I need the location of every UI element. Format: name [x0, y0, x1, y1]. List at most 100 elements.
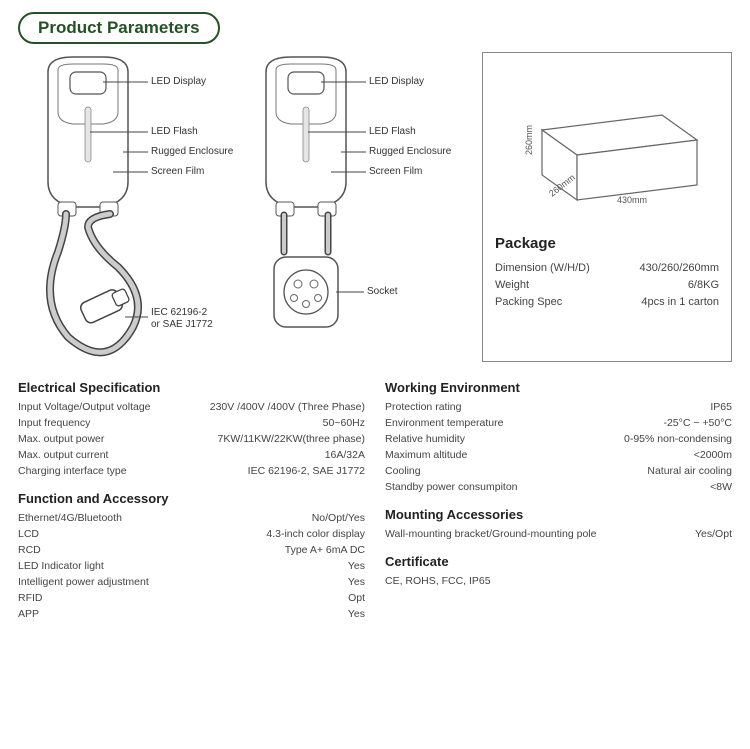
spec-value: 230V /400V /400V (Three Phase) — [210, 401, 365, 413]
spec-row: Ethernet/4G/Bluetooth No/Opt/Yes — [18, 512, 365, 524]
spec-value: 50~60Hz — [323, 417, 365, 429]
spec-section-title: Mounting Accessories — [385, 507, 732, 522]
spec-value: Yes — [348, 560, 365, 572]
spec-section: Electrical Specification Input Voltage/Ou… — [18, 380, 365, 477]
spec-value: Yes — [348, 608, 365, 620]
dim-w: 430mm — [617, 195, 647, 205]
spec-row: Max. output current 16A/32A — [18, 449, 365, 461]
spec-row: LED Indicator light Yes — [18, 560, 365, 572]
spec-value: IP65 — [710, 401, 732, 413]
package-row-value: 430/260/260mm — [640, 262, 720, 274]
spec-section-title: Function and Accessory — [18, 491, 365, 506]
spec-row: RFID Opt — [18, 592, 365, 604]
spec-value: Yes/Opt — [695, 528, 732, 540]
spec-label: Cooling — [385, 465, 639, 477]
spec-value: Natural air cooling — [647, 465, 732, 477]
callout-led-display-2: LED Display — [369, 76, 424, 87]
spec-section: Mounting Accessories Wall-mounting bracke… — [385, 507, 732, 540]
spec-section-title: Electrical Specification — [18, 380, 365, 395]
package-row-value: 4pcs in 1 carton — [641, 296, 719, 308]
spec-row: Charging interface type IEC 62196-2, SAE … — [18, 465, 365, 477]
page-title: Product Parameters — [18, 12, 220, 44]
spec-row: Intelligent power adjustmentYes — [18, 576, 365, 588]
spec-label: Charging interface type — [18, 465, 240, 477]
package-title: Package — [495, 235, 719, 252]
spec-row: RCD Type A+ 6mA DC — [18, 544, 365, 556]
spec-label: LCD — [18, 528, 258, 540]
spec-row: LCD 4.3-inch color display — [18, 528, 365, 540]
spec-value: <2000m — [694, 449, 732, 461]
spec-label: Wall-mounting bracket/Ground-mounting po… — [385, 528, 687, 540]
spec-value: No/Opt/Yes — [312, 512, 365, 524]
spec-label: Maximum altitude — [385, 449, 686, 461]
callout-led-display: LED Display — [151, 76, 206, 87]
package-row-label: Weight — [495, 279, 529, 291]
spec-label: RFID — [18, 592, 340, 604]
spec-columns: Electrical Specification Input Voltage/Ou… — [18, 380, 732, 634]
dim-h: 260mm — [524, 125, 534, 155]
charger-diagram-socket: LED Display LED Flash Rugged Enclosure S… — [236, 52, 446, 362]
callout-rugged: Rugged Enclosure — [151, 146, 233, 157]
callout-connector: IEC 62196-2or SAE J1772 — [151, 307, 213, 331]
spec-label: LED Indicator light — [18, 560, 340, 572]
spec-label: RCD — [18, 544, 277, 556]
spec-col-right: Working Environment Protection rating IP65… — [385, 380, 732, 634]
spec-label: Ethernet/4G/Bluetooth — [18, 512, 304, 524]
spec-row: Cooling Natural air cooling — [385, 465, 732, 477]
callout-led-flash: LED Flash — [151, 126, 198, 137]
spec-row: Wall-mounting bracket/Ground-mounting po… — [385, 528, 732, 540]
spec-row: Standby power consumpiton <8W — [385, 481, 732, 493]
spec-row: Input Voltage/Output voltage 230V /400V /… — [18, 401, 365, 413]
package-panel: 430mm 260mm 260mm Package Dimension (W/H… — [482, 52, 732, 362]
spec-label: Protection rating — [385, 401, 702, 413]
spec-value: IEC 62196-2, SAE J1772 — [248, 465, 365, 477]
spec-label: Relative humidity — [385, 433, 616, 445]
spec-label: Environment temperature — [385, 417, 655, 429]
charger-diagram-cable: LED Display LED Flash Rugged Enclosure S… — [18, 52, 228, 362]
spec-section-title: Certificate — [385, 554, 732, 569]
package-row-label: Dimension (W/H/D) — [495, 262, 590, 274]
spec-row: Environment temperature -25°C ~ +50°C — [385, 417, 732, 429]
top-row: LED Display LED Flash Rugged Enclosure S… — [18, 52, 732, 362]
spec-value: -25°C ~ +50°C — [663, 417, 732, 429]
spec-row: APP Yes — [18, 608, 365, 620]
spec-value: 7KW/11KW/22KW(three phase) — [218, 433, 365, 445]
spec-section-title: Working Environment — [385, 380, 732, 395]
spec-value: Yes — [348, 576, 365, 588]
spec-value: 0-95% non-condensing — [624, 433, 732, 445]
callout-screen-film: Screen Film — [151, 166, 204, 177]
callout-led-flash-2: LED Flash — [369, 126, 416, 137]
spec-section: Certificate CE, ROHS, FCC, IP65 — [385, 554, 732, 587]
spec-label: Input Voltage/Output voltage — [18, 401, 202, 413]
spec-label: Max. output current — [18, 449, 317, 461]
spec-row: Input frequency 50~60Hz — [18, 417, 365, 429]
callout-socket: Socket — [367, 286, 398, 297]
diagram-area: LED Display LED Flash Rugged Enclosure S… — [18, 52, 470, 362]
callout-rugged-2: Rugged Enclosure — [369, 146, 451, 157]
spec-label: APP — [18, 608, 340, 620]
spec-label: CE, ROHS, FCC, IP65 — [385, 575, 732, 587]
package-row: Weight 6/8KG — [495, 279, 719, 291]
package-row: Dimension (W/H/D) 430/260/260mm — [495, 262, 719, 274]
spec-value: Opt — [348, 592, 365, 604]
package-box-svg: 430mm 260mm 260mm — [502, 75, 712, 215]
package-row-value: 6/8KG — [688, 279, 719, 291]
spec-row: Protection rating IP65 — [385, 401, 732, 413]
spec-label: Standby power consumpiton — [385, 481, 702, 493]
spec-label: Input frequency — [18, 417, 315, 429]
spec-section: Working Environment Protection rating IP65… — [385, 380, 732, 493]
spec-value: 4.3-inch color display — [266, 528, 365, 540]
spec-value: 16A/32A — [325, 449, 365, 461]
spec-value: <8W — [710, 481, 732, 493]
callout-screen-film-2: Screen Film — [369, 166, 422, 177]
spec-col-left: Electrical Specification Input Voltage/Ou… — [18, 380, 365, 634]
package-row-label: Packing Spec — [495, 296, 562, 308]
spec-section: Function and Accessory Ethernet/4G/Blueto… — [18, 491, 365, 620]
spec-row: Relative humidity 0-95% non-condensing — [385, 433, 732, 445]
spec-label: Max. output power — [18, 433, 210, 445]
spec-value: Type A+ 6mA DC — [285, 544, 365, 556]
charger-socket-svg — [236, 52, 446, 362]
spec-row: Maximum altitude <2000m — [385, 449, 732, 461]
spec-row: CE, ROHS, FCC, IP65 — [385, 575, 732, 587]
spec-row: Max. output power 7KW/11KW/22KW(three pha… — [18, 433, 365, 445]
